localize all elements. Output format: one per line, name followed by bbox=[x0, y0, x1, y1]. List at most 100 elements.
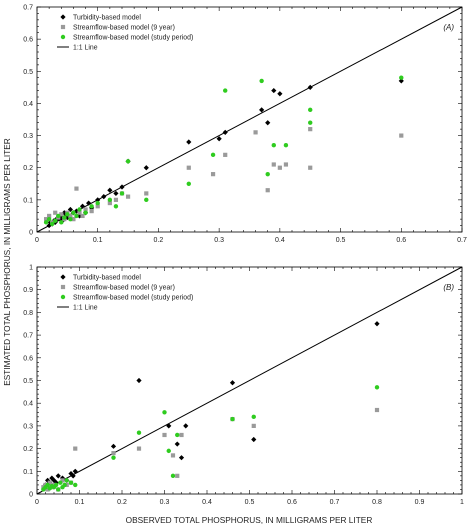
data-point bbox=[83, 210, 88, 215]
x-tick-label: 0.9 bbox=[415, 499, 425, 506]
y-tick-label: 0.6 bbox=[23, 37, 33, 44]
data-point bbox=[64, 478, 69, 483]
x-tick-label: 0.4 bbox=[202, 499, 212, 506]
series-points bbox=[41, 385, 380, 492]
data-point bbox=[60, 478, 65, 483]
data-point bbox=[307, 84, 313, 90]
y-tick-label: 0.9 bbox=[23, 287, 33, 294]
data-point bbox=[277, 165, 282, 170]
data-point bbox=[68, 213, 73, 219]
series-points bbox=[44, 127, 404, 225]
data-point bbox=[277, 91, 283, 97]
series-points bbox=[43, 75, 404, 227]
data-point bbox=[86, 200, 92, 206]
data-point bbox=[251, 436, 257, 443]
data-point bbox=[265, 171, 270, 177]
data-point bbox=[308, 120, 313, 125]
x-tick-label: 0.3 bbox=[160, 499, 170, 506]
data-point bbox=[95, 197, 101, 203]
panel-label: (B) bbox=[443, 283, 454, 292]
data-point bbox=[136, 377, 142, 384]
data-point bbox=[253, 130, 258, 135]
data-point bbox=[166, 423, 172, 429]
data-point bbox=[95, 204, 100, 209]
data-point bbox=[170, 453, 176, 458]
data-point bbox=[110, 443, 117, 449]
data-point bbox=[223, 88, 228, 93]
data-point bbox=[45, 487, 50, 492]
x-tick-label: 0.5 bbox=[245, 499, 255, 506]
data-point bbox=[71, 210, 76, 215]
legend-entry: Turbidity-based model bbox=[73, 274, 141, 281]
legend-entry: Streamflow-based model (9 year) bbox=[73, 24, 175, 31]
one-to-one-line bbox=[36, 266, 463, 495]
data-point bbox=[77, 210, 82, 215]
data-point bbox=[162, 432, 167, 438]
legend-entry: Streamflow-based model (9 year) bbox=[73, 284, 175, 291]
data-point bbox=[59, 220, 64, 225]
plot-frame bbox=[36, 6, 463, 233]
x-tick-label: 0.7 bbox=[457, 237, 467, 244]
y-tick-label: 0 bbox=[29, 230, 33, 237]
data-point bbox=[53, 210, 58, 215]
data-point bbox=[186, 165, 191, 170]
data-point bbox=[113, 190, 119, 197]
data-point bbox=[68, 216, 73, 222]
data-point bbox=[283, 143, 289, 148]
data-point bbox=[56, 213, 61, 219]
y-tick-label: 0.1 bbox=[23, 469, 33, 476]
x-tick-label: 0.1 bbox=[75, 499, 85, 506]
data-point bbox=[80, 213, 85, 219]
tick-marks bbox=[36, 266, 463, 495]
data-point bbox=[174, 441, 180, 447]
data-point bbox=[162, 410, 167, 415]
data-point bbox=[210, 172, 216, 177]
data-point bbox=[59, 212, 64, 217]
data-point bbox=[71, 217, 76, 222]
data-point bbox=[229, 380, 236, 386]
data-point bbox=[74, 213, 79, 219]
data-point bbox=[107, 200, 112, 206]
data-point bbox=[374, 321, 380, 327]
data-point bbox=[49, 475, 55, 481]
x-tick-label: 0.8 bbox=[372, 499, 382, 506]
data-point bbox=[210, 152, 216, 158]
data-point bbox=[271, 162, 276, 167]
data-point bbox=[186, 181, 191, 186]
data-point bbox=[89, 209, 94, 214]
y-tick-label: 0.2 bbox=[23, 446, 33, 453]
data-point bbox=[111, 455, 116, 460]
legend: Turbidity-based model Streamflow-based mo… bbox=[57, 274, 193, 311]
data-point bbox=[216, 136, 222, 142]
x-tick-label: 0.4 bbox=[275, 237, 285, 244]
data-point bbox=[95, 200, 100, 206]
data-point bbox=[222, 129, 228, 135]
panel-label: (A) bbox=[443, 23, 454, 32]
data-point bbox=[136, 446, 142, 451]
data-point bbox=[183, 423, 189, 429]
data-point bbox=[46, 216, 52, 222]
data-point bbox=[68, 480, 74, 485]
data-point bbox=[265, 120, 271, 126]
data-point bbox=[70, 473, 76, 479]
data-point bbox=[45, 482, 50, 488]
data-point bbox=[47, 213, 52, 219]
data-point bbox=[62, 482, 67, 488]
x-tick-label: 1 bbox=[460, 499, 464, 506]
y-tick-label: 0.3 bbox=[23, 423, 33, 430]
x-tick-label: 0 bbox=[35, 499, 39, 506]
data-point bbox=[374, 385, 380, 390]
data-point bbox=[179, 432, 184, 438]
data-point bbox=[89, 204, 94, 209]
x-tick-label: 0 bbox=[35, 237, 39, 244]
y-tick-label: 0.8 bbox=[23, 310, 33, 317]
data-point bbox=[83, 207, 88, 212]
y-tick-label: 1 bbox=[29, 265, 33, 272]
legend-marker bbox=[60, 14, 66, 20]
data-point bbox=[259, 107, 265, 113]
data-point bbox=[62, 215, 67, 220]
y-tick-label: 0.4 bbox=[23, 101, 33, 108]
data-point bbox=[53, 480, 59, 486]
data-point bbox=[55, 473, 61, 479]
